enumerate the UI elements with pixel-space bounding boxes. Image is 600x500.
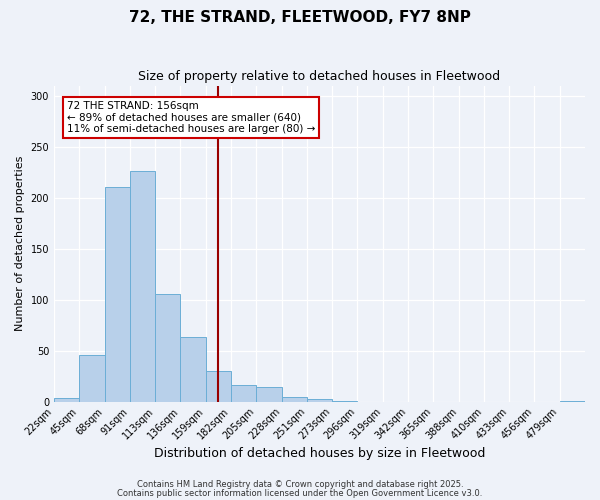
Bar xyxy=(332,400,358,402)
Text: Contains public sector information licensed under the Open Government Licence v3: Contains public sector information licen… xyxy=(118,488,482,498)
Y-axis label: Number of detached properties: Number of detached properties xyxy=(15,156,25,332)
Bar xyxy=(181,338,206,402)
X-axis label: Distribution of detached houses by size in Fleetwood: Distribution of detached houses by size … xyxy=(154,447,485,460)
Bar xyxy=(54,398,79,402)
Bar xyxy=(231,386,256,402)
Bar xyxy=(155,294,181,402)
Bar xyxy=(79,355,104,402)
Text: 72 THE STRAND: 156sqm
← 89% of detached houses are smaller (640)
11% of semi-det: 72 THE STRAND: 156sqm ← 89% of detached … xyxy=(67,101,315,134)
Bar xyxy=(281,396,307,402)
Bar xyxy=(130,171,155,402)
Bar xyxy=(560,400,585,402)
Title: Size of property relative to detached houses in Fleetwood: Size of property relative to detached ho… xyxy=(139,70,500,83)
Bar xyxy=(206,371,231,402)
Bar xyxy=(104,186,130,402)
Text: Contains HM Land Registry data © Crown copyright and database right 2025.: Contains HM Land Registry data © Crown c… xyxy=(137,480,463,489)
Bar xyxy=(307,398,332,402)
Bar xyxy=(256,388,281,402)
Text: 72, THE STRAND, FLEETWOOD, FY7 8NP: 72, THE STRAND, FLEETWOOD, FY7 8NP xyxy=(129,10,471,25)
